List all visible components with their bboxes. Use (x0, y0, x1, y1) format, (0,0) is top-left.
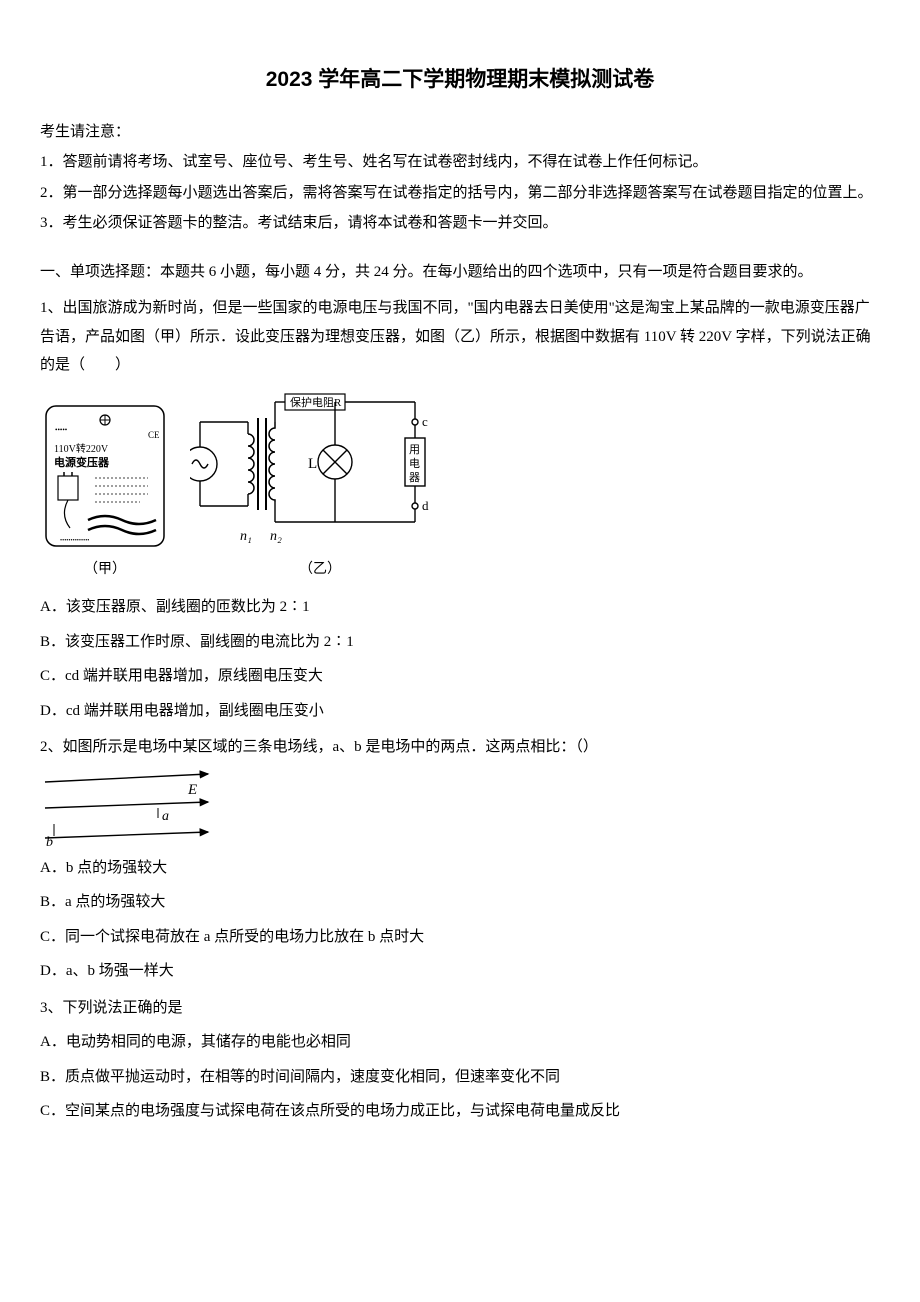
section-1-header: 一、单项选择题：本题共 6 小题，每小题 4 分，共 24 分。在每小题给出的四… (40, 258, 880, 287)
figure-jia-caption: （甲） (84, 557, 126, 584)
q3-option-a: A．电动势相同的电源，其储存的电能也必相同 (40, 1028, 880, 1057)
figure-q2: E a b (40, 768, 880, 848)
q3-option-b: B．质点做平抛运动时，在相等的时间间隔内，速度变化相同，但速率变化不同 (40, 1063, 880, 1092)
svg-text:n₁: n₁ (240, 529, 252, 544)
svg-text:a: a (162, 809, 169, 824)
svg-text:电源变压器: 电源变压器 (54, 455, 110, 469)
question-2-text: 2、如图所示是电场中某区域的三条电场线，a、b 是电场中的两点．这两点相比：（） (40, 733, 880, 762)
svg-text:•••••: ••••• (55, 426, 68, 434)
svg-text:电: 电 (409, 457, 420, 470)
svg-text:E: E (187, 782, 197, 798)
q2-option-a: A．b 点的场强较大 (40, 854, 880, 883)
q1-option-a: A．该变压器原、副线圈的匝数比为 2∶1 (40, 593, 880, 622)
question-3: 3、下列说法正确的是 A．电动势相同的电源，其储存的电能也必相同 B．质点做平抛… (40, 994, 880, 1126)
field-lines-svg: E a b (40, 768, 220, 848)
svg-text:L: L (308, 456, 317, 472)
svg-text:器: 器 (409, 471, 420, 484)
figure-yi-caption: （乙） (299, 557, 341, 584)
svg-text:n₂: n₂ (270, 529, 282, 544)
notice-item-1: 1．答题前请将考场、试室号、座位号、考生号、姓名写在试卷密封线内，不得在试卷上作… (40, 148, 880, 177)
svg-text:••••••••••••••: •••••••••••••• (60, 538, 89, 544)
svg-text:用: 用 (409, 444, 420, 456)
q3-option-c: C．空间某点的电场强度与试探电荷在该点所受的电场力成正比，与试探电荷电量成反比 (40, 1097, 880, 1126)
question-2: 2、如图所示是电场中某区域的三条电场线，a、b 是电场中的两点．这两点相比：（）… (40, 733, 880, 986)
q1-option-c: C．cd 端并联用电器增加，原线圈电压变大 (40, 662, 880, 691)
figure-jia: ••••• CE 110V转220V 电源变压器 •••••••••••••• (40, 400, 170, 584)
q2-option-c: C．同一个试探电荷放在 a 点所受的电场力比放在 b 点时大 (40, 923, 880, 952)
q1-option-b: B．该变压器工作时原、副线圈的电流比为 2∶1 (40, 628, 880, 657)
svg-text:CE: CE (148, 430, 160, 440)
circuit-svg: 保护电阻R c 用 电 器 d (190, 390, 450, 555)
q1-option-d: D．cd 端并联用电器增加，副线圈电压变小 (40, 697, 880, 726)
svg-text:b: b (46, 835, 53, 848)
page-title: 2023 学年高二下学期物理期末模拟测试卷 (40, 60, 880, 100)
q2-option-d: D．a、b 场强一样大 (40, 957, 880, 986)
svg-text:c: c (422, 414, 428, 429)
notice-item-3: 3．考生必须保证答题卡的整洁。考试结束后，请将本试卷和答题卡一并交回。 (40, 209, 880, 238)
question-1: 1、出国旅游成为新时尚，但是一些国家的电源电压与我国不同，"国内电器去日美使用"… (40, 294, 880, 725)
question-1-figures: ••••• CE 110V转220V 电源变压器 •••••••••••••• (40, 390, 880, 584)
notice-header: 考生请注意： (40, 118, 880, 147)
question-1-text: 1、出国旅游成为新时尚，但是一些国家的电源电压与我国不同，"国内电器去日美使用"… (40, 294, 880, 380)
product-box-svg: ••••• CE 110V转220V 电源变压器 •••••••••••••• (40, 400, 170, 555)
svg-text:110V转220V: 110V转220V (54, 442, 109, 455)
figure-yi: 保护电阻R c 用 电 器 d (190, 390, 450, 584)
notice-item-2: 2．第一部分选择题每小题选出答案后，需将答案写在试卷指定的括号内，第二部分非选择… (40, 179, 880, 208)
svg-text:d: d (422, 498, 429, 513)
q2-option-b: B．a 点的场强较大 (40, 888, 880, 917)
svg-text:保护电阻R: 保护电阻R (290, 395, 342, 409)
question-3-text: 3、下列说法正确的是 (40, 994, 880, 1023)
